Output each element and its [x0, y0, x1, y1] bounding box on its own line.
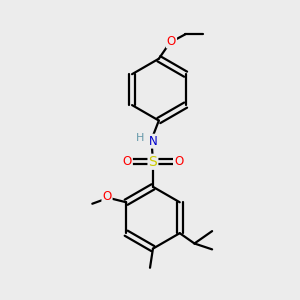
Text: H: H: [136, 133, 145, 143]
Text: O: O: [167, 34, 176, 48]
Text: O: O: [174, 155, 183, 168]
Text: O: O: [102, 190, 112, 203]
Text: O: O: [123, 155, 132, 168]
Text: N: N: [148, 135, 157, 148]
Text: S: S: [148, 155, 157, 169]
